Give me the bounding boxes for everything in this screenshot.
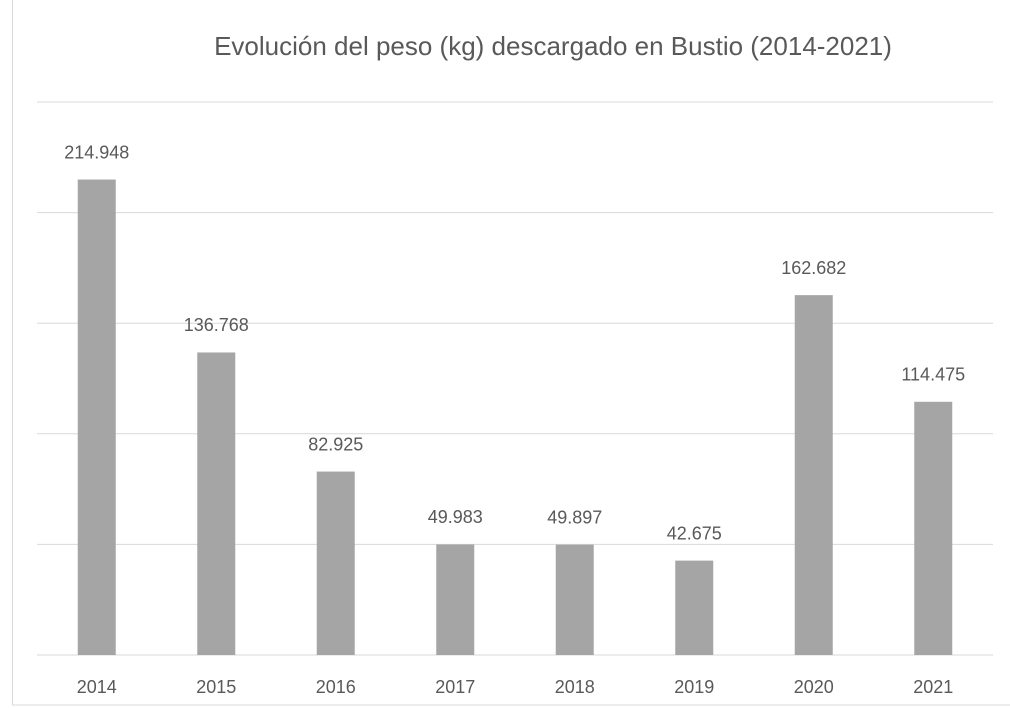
bar — [914, 401, 953, 655]
bar — [316, 471, 355, 655]
data-label: 114.475 — [901, 365, 965, 385]
bar — [555, 544, 594, 655]
data-label: 42.675 — [667, 523, 722, 543]
bar — [675, 560, 714, 655]
x-tick-label: 2017 — [435, 677, 475, 697]
x-tick-label: 2016 — [316, 677, 356, 697]
x-tick-label: 2018 — [555, 677, 595, 697]
data-label: 49.897 — [547, 507, 602, 527]
chart-frame — [12, 0, 1010, 706]
x-tick-label: 2020 — [794, 677, 834, 697]
x-tick-label: 2015 — [196, 677, 236, 697]
bar — [794, 295, 833, 655]
data-label: 162.682 — [781, 258, 846, 278]
data-label: 49.983 — [428, 507, 483, 527]
data-label: 136.768 — [184, 315, 249, 335]
x-tick-label: 2019 — [674, 677, 714, 697]
data-label: 214.948 — [64, 142, 129, 162]
bar — [436, 544, 475, 655]
bar — [197, 352, 236, 655]
data-label: 82.925 — [308, 434, 363, 454]
x-tick-label: 2014 — [77, 677, 117, 697]
chart-title: Evolución del peso (kg) descargado en Bu… — [214, 31, 892, 61]
x-tick-label: 2021 — [913, 677, 953, 697]
bar — [77, 179, 116, 655]
